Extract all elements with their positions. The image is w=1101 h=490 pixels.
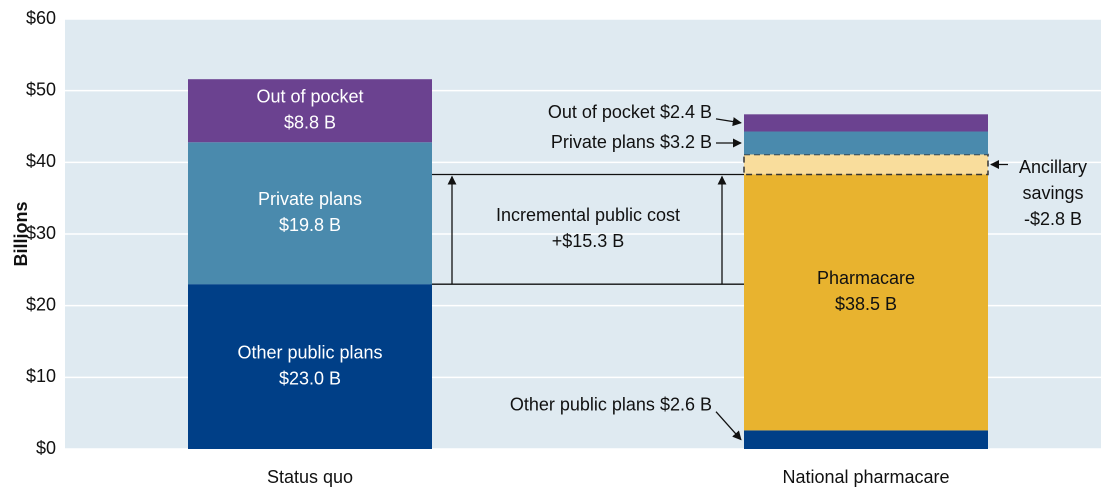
annotation-label: Ancillary savings -$2.8 B: [1010, 154, 1096, 232]
y-tick-label: $60: [26, 8, 56, 28]
segment-name: Out of pocket: [548, 102, 655, 122]
segment-label: Private plans $3.2 B: [551, 132, 712, 152]
y-tick-label: $50: [26, 79, 56, 99]
y-tick-label: $10: [26, 366, 56, 386]
segment-label: Out of pocket $2.4 B: [548, 102, 712, 122]
reduction-segment: [743, 153, 989, 176]
segment-value-label: $23.0 B: [279, 368, 341, 388]
bar-segment: [188, 284, 432, 449]
bar-segment: [744, 114, 988, 132]
bar-segment: [744, 154, 988, 431]
segment-name: Ancillary savings: [1018, 157, 1088, 204]
segment-name: Other public plans: [510, 394, 655, 414]
segment-name: Pharmacare: [817, 268, 915, 288]
y-tick-label: $40: [26, 151, 56, 171]
y-tick-label: $20: [26, 294, 56, 314]
x-tick-label: National pharmacare: [782, 467, 949, 487]
x-tick-label: Status quo: [267, 467, 353, 487]
bar-segment: [188, 79, 432, 143]
bar-segment: [744, 131, 988, 155]
y-tick-label: $0: [36, 438, 56, 458]
label-arrow: [715, 117, 742, 127]
y-axis-label: Billions: [11, 201, 31, 266]
segment-name: Private plans: [551, 132, 655, 152]
segment-value-label: -$2.8 B: [1023, 209, 1083, 230]
segment-value-label: $2.4 B: [660, 102, 712, 122]
segment-label: Other public plans $2.6 B: [510, 394, 712, 414]
segment-value-label: $19.8 B: [279, 215, 341, 235]
label-arrow: [715, 411, 742, 441]
segment-name: Private plans: [258, 189, 362, 209]
segment-name: Other public plans: [237, 342, 382, 362]
y-tick-label: $30: [26, 223, 56, 243]
segment-value-label: $38.5 B: [835, 294, 897, 314]
segment-value-label: $3.2 B: [660, 132, 712, 152]
segment-value-label: $8.8 B: [284, 112, 336, 132]
bar-segment: [744, 430, 988, 449]
segment-name: Out of pocket: [256, 86, 363, 106]
segment-value-label: $2.6 B: [660, 394, 712, 414]
bar-segment: [188, 142, 432, 285]
annotation-text: Incremental public cost: [496, 205, 680, 225]
annotation-value: +$15.3 B: [552, 231, 625, 251]
